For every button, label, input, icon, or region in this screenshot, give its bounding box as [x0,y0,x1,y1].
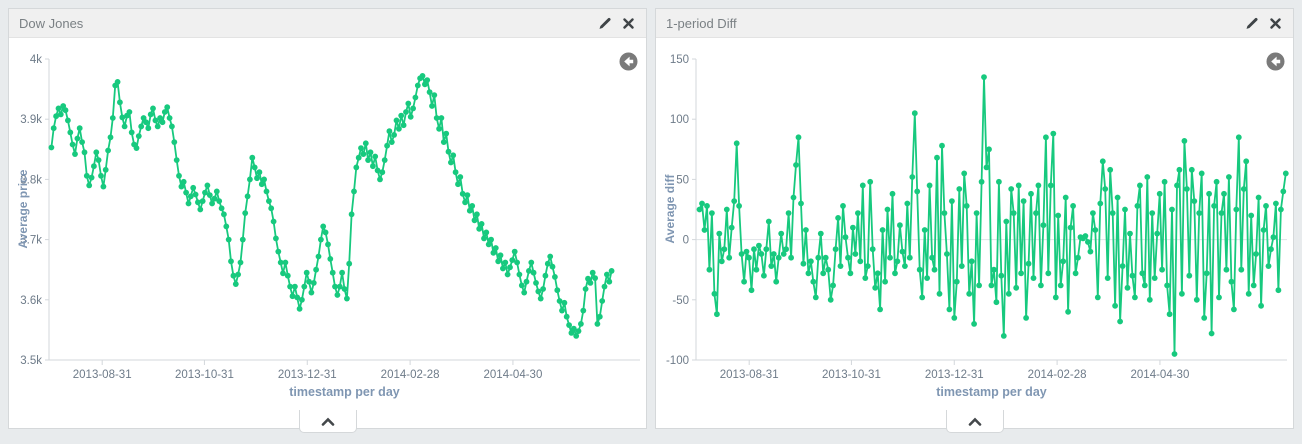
pencil-icon [1245,17,1258,30]
svg-text:3.9k: 3.9k [20,114,42,126]
chart-area: 150 100 50 0 -50 -100 2013-08-31 2013-10-31 2013… [656,38,1293,429]
panel-dow-jones: Dow Jones 4k3.9k3.8k3.7k3.6k3.5k2013-08-… [8,8,647,429]
circle-arrow-left-icon [1266,52,1285,71]
panel-header-icons [1245,17,1281,30]
svg-text:0: 0 [683,235,689,247]
remove-panel-button[interactable] [1270,18,1281,29]
svg-text:2013-10-31: 2013-10-31 [822,369,881,381]
history-back-button[interactable] [1266,52,1285,71]
chevron-up-icon [968,417,982,426]
svg-text:3.5k: 3.5k [20,355,42,367]
panel-header: 1-period Diff [656,9,1293,38]
svg-text:4k: 4k [30,54,42,66]
collapse-panel-button[interactable] [299,410,357,433]
svg-text:2014-04-30: 2014-04-30 [484,369,543,381]
panel-title: Dow Jones [19,16,83,31]
pencil-icon [598,17,611,30]
edit-panel-button[interactable] [1245,17,1258,30]
chevron-up-icon [321,417,335,426]
svg-text:2014-02-28: 2014-02-28 [381,369,440,381]
svg-text:2013-08-31: 2013-08-31 [73,369,132,381]
svg-text:50: 50 [676,174,689,186]
svg-text:-100: -100 [666,355,689,367]
x-axis-title: timestamp per day [9,385,646,399]
diff-line-chart[interactable]: 150 100 50 0 -50 -100 2013-08-31 2013-10-31 2013… [656,38,1293,406]
history-back-button[interactable] [619,52,638,71]
panel-header: Dow Jones [9,9,646,38]
dashboard: Dow Jones 4k3.9k3.8k3.7k3.6k3.5k2013-08-… [0,0,1302,437]
panel-header-icons [598,17,634,30]
circle-arrow-left-icon [619,52,638,71]
svg-text:100: 100 [670,114,689,126]
svg-text:2013-12-31: 2013-12-31 [925,369,984,381]
svg-text:-50: -50 [672,295,689,307]
svg-text:2013-10-31: 2013-10-31 [175,369,234,381]
remove-panel-button[interactable] [623,18,634,29]
close-icon [623,18,634,29]
svg-text:150: 150 [670,54,689,66]
svg-text:2013-12-31: 2013-12-31 [278,369,337,381]
svg-text:2014-04-30: 2014-04-30 [1131,369,1190,381]
edit-panel-button[interactable] [598,17,611,30]
y-axis-title: Average diff [663,129,677,289]
chart-area: 4k3.9k3.8k3.7k3.6k3.5k2013-08-312013-10-… [9,38,646,429]
dow-jones-line-chart[interactable]: 4k3.9k3.8k3.7k3.6k3.5k2013-08-312013-10-… [9,38,646,406]
x-axis-title: timestamp per day [656,385,1293,399]
svg-text:2013-08-31: 2013-08-31 [720,369,779,381]
y-axis-title: Average price [16,129,30,289]
collapse-panel-button[interactable] [946,410,1004,433]
svg-text:3.6k: 3.6k [20,295,42,307]
close-icon [1270,18,1281,29]
svg-text:2014-02-28: 2014-02-28 [1028,369,1087,381]
panel-title: 1-period Diff [666,16,737,31]
panel-1-period-diff: 1-period Diff 150 100 50 0 -50 -100 2013-08-31… [655,8,1294,429]
